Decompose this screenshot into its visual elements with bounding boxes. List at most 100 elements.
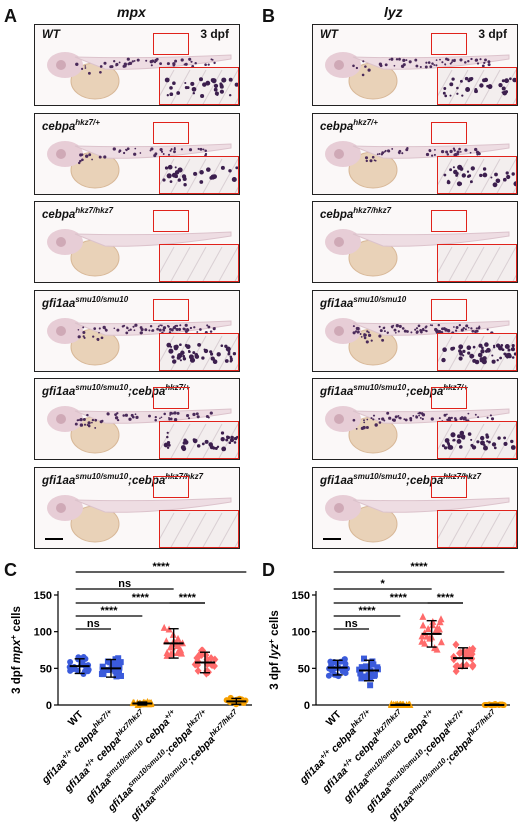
genotype-label: cebpahkz7/+ [42, 117, 100, 133]
data-point-1 [67, 659, 74, 666]
genotype-label: cebpahkz7/hkz7 [42, 206, 114, 221]
data-point-2 [371, 672, 378, 679]
data-point-2 [112, 668, 119, 675]
data-point-5 [461, 652, 469, 661]
panel-label-a: A [4, 6, 17, 26]
data-point-5 [199, 646, 207, 655]
zoom-region-box [431, 210, 467, 232]
data-point-4 [419, 612, 427, 620]
zoom-region-box [431, 387, 467, 409]
data-point-2 [374, 666, 381, 673]
data-point-5 [450, 652, 458, 661]
data-point-5 [194, 660, 202, 669]
y-tick-label: 100 [34, 627, 52, 639]
significance-label: ns [87, 618, 100, 630]
zoom-region-box [153, 210, 189, 232]
data-point-4 [436, 618, 444, 626]
data-point-1 [325, 672, 332, 679]
column-title-mpx: mpx [117, 4, 146, 20]
significance-label: ns [345, 618, 358, 630]
significance-label: **** [410, 561, 428, 573]
age-label: 3 dpf [200, 27, 229, 41]
y-tick-label: 50 [298, 663, 310, 675]
data-point-6 [227, 694, 234, 701]
magnified-inset [437, 155, 517, 194]
y-tick-label: 0 [304, 700, 310, 712]
data-point-2 [370, 661, 377, 668]
significance-label: **** [358, 605, 376, 617]
data-point-1 [342, 670, 349, 677]
data-point-2 [100, 671, 107, 678]
data-point-2 [115, 655, 122, 662]
significance-label: **** [152, 561, 170, 573]
y-tick-label: 50 [40, 663, 52, 675]
magnified-inset [159, 67, 239, 105]
genotype-label: WT [320, 29, 338, 41]
data-point-5 [452, 640, 460, 649]
genotype-label: gfi1aasmu10/smu10 [320, 294, 407, 310]
data-point-2 [358, 675, 365, 682]
zoom-region-box [153, 387, 189, 409]
significance-label: **** [100, 605, 118, 617]
significance-label: * [381, 578, 386, 590]
magnified-inset [437, 67, 517, 105]
data-point-2 [115, 668, 122, 675]
data-point-1 [326, 665, 333, 672]
embryo-frame-lyz-1: WT 3 dpf [312, 24, 518, 106]
embryo-frame-lyz-5: gfi1aasmu10/smu10;cebpahkz7/+ [312, 378, 518, 460]
data-point-1 [341, 656, 348, 663]
y-tick-label: 150 [292, 590, 310, 602]
panel-label-c: C [4, 560, 17, 580]
data-point-5 [468, 650, 476, 659]
data-point-4 [437, 638, 445, 646]
data-point-4 [166, 643, 174, 651]
y-axis-label: 3 dpf mpx+ cells [9, 606, 23, 694]
genotype-label: WT [42, 29, 60, 41]
zoom-region-box [431, 121, 467, 144]
zoom-region-box [153, 33, 189, 55]
data-point-2 [362, 673, 369, 680]
data-point-1 [327, 658, 334, 665]
zoom-region-box [431, 33, 467, 55]
embryo-frame-mpx-5: gfi1aasmu10/smu10;cebpahkz7/+ [34, 378, 240, 460]
data-point-2 [361, 655, 368, 662]
zoom-region-box [153, 298, 189, 321]
data-point-4 [419, 621, 427, 629]
magnified-inset [437, 421, 517, 459]
y-tick-label: 150 [34, 590, 52, 602]
zoom-region-box [431, 298, 467, 321]
data-point-5 [452, 667, 460, 676]
data-point-2 [367, 682, 374, 689]
embryo-frame-mpx-2: cebpahkz7/+ [34, 112, 240, 195]
age-label: 3 dpf [478, 27, 507, 41]
data-point-2 [116, 662, 123, 669]
data-point-2 [357, 670, 364, 677]
data-point-4 [421, 639, 429, 647]
data-point-2 [113, 673, 120, 680]
embryo-frame-lyz-4: gfi1aasmu10/smu10 [312, 289, 518, 372]
genotype-label: gfi1aasmu10/smu10 [42, 294, 129, 310]
data-point-5 [193, 653, 201, 662]
data-point-5 [463, 661, 471, 670]
data-point-5 [202, 651, 210, 660]
genotype-label: cebpahkz7/+ [320, 117, 378, 133]
panel-label-b: B [262, 6, 275, 26]
data-point-2 [104, 667, 111, 674]
data-point-5 [194, 666, 202, 675]
data-point-1 [70, 665, 77, 672]
data-point-5 [198, 651, 206, 660]
magnified-inset [437, 244, 517, 282]
significance-label: **** [179, 592, 197, 604]
magnified-inset [437, 509, 517, 548]
magnified-inset [159, 509, 239, 548]
significance-label: **** [437, 592, 455, 604]
magnified-inset [437, 332, 517, 371]
y-axis-label: 3 dpf lyz+ cells [267, 610, 281, 689]
zoom-region-box [431, 475, 467, 498]
embryo-frame-mpx-4: gfi1aasmu10/smu10 [34, 289, 240, 372]
data-point-5 [469, 662, 477, 671]
embryo-frame-lyz-2: cebpahkz7/+ [312, 112, 518, 195]
data-point-4 [174, 642, 182, 650]
